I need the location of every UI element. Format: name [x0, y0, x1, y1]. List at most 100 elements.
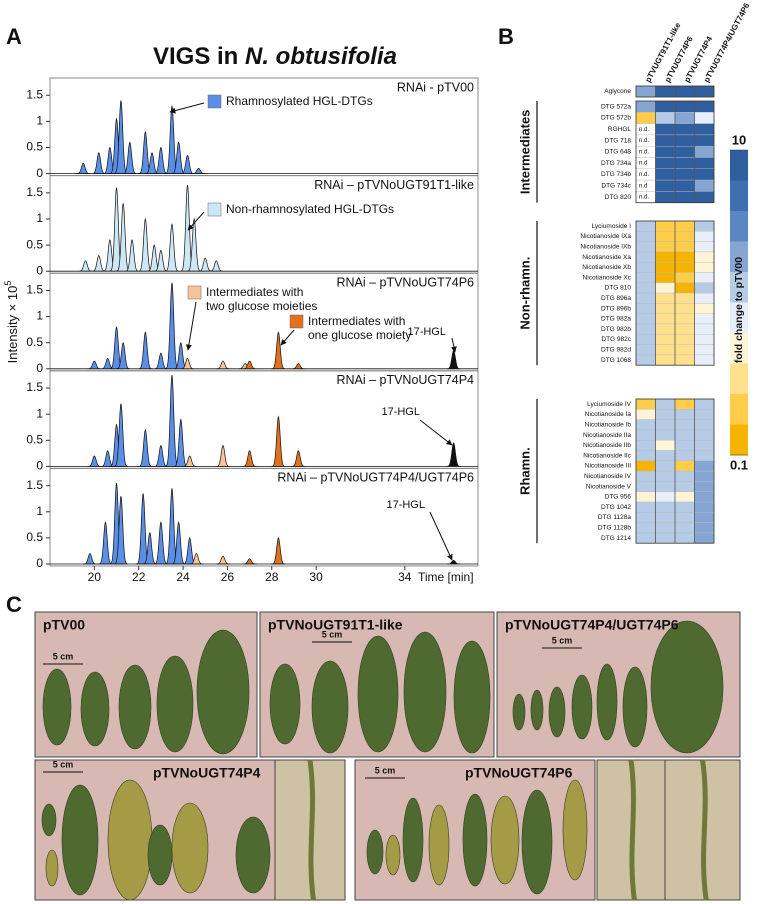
leaf [548, 686, 566, 738]
y-tick-label: 0 [36, 166, 43, 180]
heat-cell [655, 220, 676, 232]
row-label: Nicotianoside IIa [583, 432, 631, 439]
y-tick-label: 0.5 [26, 140, 43, 154]
heat-cell [635, 85, 656, 98]
photo-label: pTVNoUGT74P6 [465, 765, 573, 781]
row-label: DTG 982c [601, 336, 631, 343]
heat-cell [694, 532, 715, 544]
heat-cell [694, 409, 715, 420]
heat-cell [694, 491, 715, 503]
heat-cell [635, 440, 656, 451]
row-label: Nicotianoside IXb [580, 243, 631, 250]
heat-cell [694, 334, 715, 345]
heat-cell [694, 440, 715, 451]
annotation-arrow [450, 337, 457, 353]
stem [700, 759, 709, 901]
nd-label: n.d. [639, 138, 649, 144]
heat-cell [694, 179, 715, 192]
leaf [490, 795, 520, 885]
heat-cell [674, 409, 695, 420]
row-label: DTG 896a [601, 295, 631, 302]
y-tick-label: 0.5 [26, 530, 43, 544]
x-tick-label: 28 [265, 570, 279, 584]
heat-cell [674, 85, 695, 98]
leaf [403, 631, 447, 753]
annotation: Intermediates with [206, 285, 303, 299]
row-label: DTG 734a [601, 160, 631, 167]
peak [170, 521, 186, 565]
heat-cell [694, 303, 715, 314]
heat-cell [655, 313, 676, 325]
heat-cell [655, 100, 676, 113]
annotation: 17-HGL [386, 499, 425, 511]
heat-cell [674, 179, 695, 192]
heat-cell [635, 112, 656, 124]
heat-cell [674, 398, 695, 410]
heat-cell [694, 231, 715, 242]
stem [628, 759, 637, 901]
heat-cell [635, 100, 656, 113]
heat-cell [635, 512, 656, 523]
heat-cell [635, 292, 656, 304]
heat-cell [694, 481, 715, 492]
colorbar-segment [730, 241, 748, 273]
colorbar-segment [730, 302, 748, 334]
heat-cell [655, 522, 676, 534]
row-label: DTG 648 [605, 149, 632, 156]
x-tick-label: 22 [132, 570, 146, 584]
heat-cell [674, 460, 695, 472]
heat-cell [694, 522, 715, 534]
trace-title: RNAi – pTVNoUGT74P4/UGT74P6 [277, 471, 474, 485]
heat-cell [635, 460, 656, 472]
peak [270, 537, 286, 565]
heat-cell [655, 354, 676, 366]
heat-cell [635, 491, 656, 503]
heat-cell [655, 334, 676, 345]
peak [137, 331, 153, 370]
row-label: Nicotianoside Xc [583, 274, 632, 281]
peak [164, 222, 180, 272]
row-label: Nicotianoside Xa [582, 254, 631, 261]
legend-swatch [207, 94, 222, 109]
leaf [366, 829, 384, 875]
leaf [521, 789, 553, 895]
row-label: DTG 734c [601, 182, 631, 189]
heat-cell [655, 191, 676, 203]
peak [198, 257, 213, 272]
peak [215, 444, 231, 467]
row-label: DTG 1042 [601, 504, 631, 511]
title-species: N. obtusifolia [245, 43, 397, 70]
heat-cell [655, 344, 676, 356]
chart-title: VIGS in N. obtusifolia [153, 43, 397, 70]
panel-label: A [6, 24, 22, 49]
heat-cell [635, 231, 656, 242]
nd-label: n.d [639, 161, 647, 167]
heat-cell [635, 532, 656, 544]
scale-label: 5 cm [552, 635, 573, 645]
peak [446, 442, 461, 467]
peak [215, 555, 231, 565]
y-tick-label: 0.5 [26, 237, 43, 251]
heat-cell [635, 354, 656, 366]
leaf [562, 779, 588, 881]
heat-cell [655, 398, 676, 410]
group-label: Rhamn. [517, 447, 532, 495]
heat-cell [635, 303, 656, 314]
colorbar-segment [730, 272, 748, 303]
heat-cell [655, 179, 676, 192]
peak [446, 349, 461, 370]
heat-cell [655, 460, 676, 472]
annotation-arrow [429, 511, 453, 561]
annotation: one glucose moiety [308, 328, 411, 342]
row-label: DTG 572a [601, 103, 631, 110]
heat-cell [694, 100, 715, 113]
colorbar-segment [730, 424, 748, 456]
colorbar-tick-label: 0.1 [730, 457, 748, 472]
colorbar-label: fold change to pTV00 [733, 257, 745, 363]
heat-cell [655, 85, 676, 98]
heat-cell [635, 522, 656, 534]
heat-cell [674, 429, 695, 441]
heat-cell [694, 220, 715, 232]
y-tick-label: 1 [36, 406, 43, 420]
